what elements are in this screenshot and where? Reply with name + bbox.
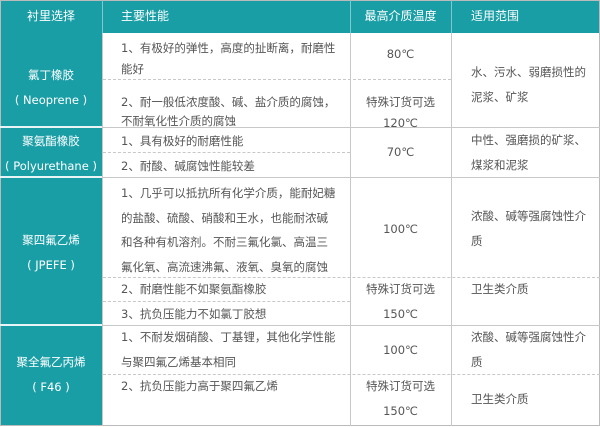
header-properties: 主要性能: [121, 9, 170, 23]
application-text: 浓酸、碱等强腐蚀性介质: [471, 330, 586, 369]
application-text: 卫生类介质: [471, 392, 529, 406]
application-text: 浓酸、碱等强腐蚀性介质: [471, 209, 586, 248]
header-application: 适用范围: [471, 9, 520, 23]
lining-column: [0, 33, 102, 426]
lining-name: 聚氨酯橡胶( Polyurethane ): [5, 134, 97, 173]
dashed-divider: [103, 301, 350, 302]
temp-value: 特殊订货可选 150℃: [366, 282, 435, 321]
property-item: 1、几乎可以抵抗所有化学介质，能耐妃糖 的盐酸、硫酸、硝酸和王水，也能耐浓碱 和各种…: [121, 186, 336, 274]
application-text: 水、污水、弱磨损性的 泥浆、矿浆: [471, 65, 586, 104]
property-item: 2、抗负压能力高于聚四氟乙烯: [121, 379, 278, 393]
divider: [0, 177, 600, 178]
application-text: 卫生类介质: [471, 282, 529, 296]
property-item: 2、耐磨性能不如聚氨酯橡胶: [121, 282, 267, 296]
temp-value: 100℃: [383, 343, 418, 357]
application-text: 中性、强磨损的矿浆、 煤浆和泥浆: [471, 133, 586, 172]
lining-name: 聚全氟乙丙烯( F46 ): [16, 355, 86, 394]
divider: [350, 0, 351, 33]
header-max-temp: 最高介质温度: [364, 9, 437, 23]
divider: [0, 324, 102, 326]
temp-value: 80℃: [386, 47, 415, 61]
divider: [451, 0, 452, 33]
temp-value: 70℃: [386, 145, 415, 159]
divider: [0, 325, 600, 326]
temp-value: 特殊订货可选 150℃: [366, 379, 435, 418]
property-item: 1、不耐发烟硝酸、丁基锂，其他化学性能 与聚四氟乙烯基本相同: [121, 330, 336, 369]
property-item: 1、具有极好的耐磨性能: [121, 134, 244, 148]
property-item: 2、耐酸、碱腐蚀性能较差: [121, 159, 255, 173]
temp-value: 100℃: [383, 222, 418, 236]
header-lining: 衬里选择: [26, 9, 75, 23]
table-header: [0, 0, 600, 33]
lining-name: 聚四氟乙烯( JPEFE ): [22, 233, 80, 272]
lining-name: 氯丁橡胶( Neoprene ): [14, 68, 88, 107]
divider: [451, 0, 452, 426]
divider: [350, 0, 351, 426]
temp-value: 特殊订货可选 120℃: [366, 95, 435, 130]
divider: [102, 0, 103, 33]
dashed-divider: [103, 152, 350, 153]
property-item: 3、抗负压能力不如氯丁胶想: [121, 307, 267, 321]
dashed-divider: [103, 374, 600, 375]
property-item: 2、耐一般低浓度酸、碱、盐介质的腐蚀， 不耐氧化性介质的腐蚀: [121, 95, 336, 128]
dashed-divider: [103, 277, 600, 278]
divider: [102, 0, 103, 426]
divider: [0, 176, 102, 178]
divider: [0, 127, 600, 128]
dashed-divider: [103, 79, 451, 80]
divider: [0, 126, 102, 128]
property-item: 1、有极好的弹性，高度的扯断离，耐磨性 能好: [121, 41, 336, 76]
